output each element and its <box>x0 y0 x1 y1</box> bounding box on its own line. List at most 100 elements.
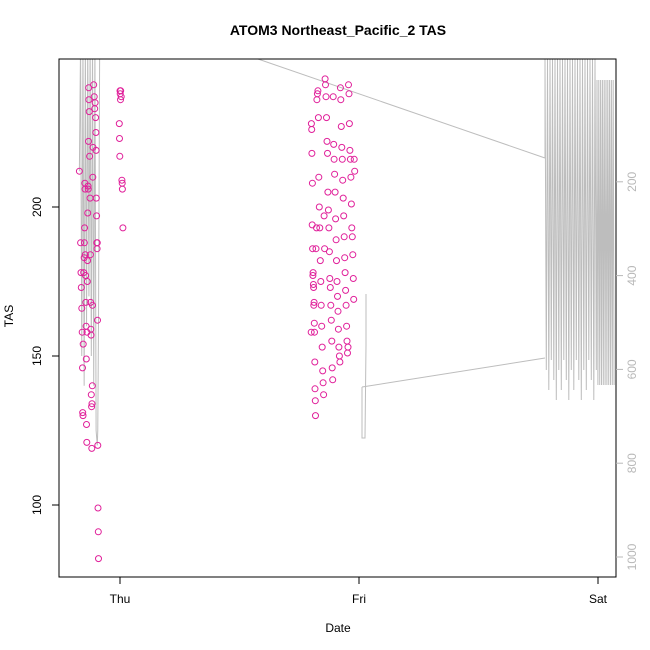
data-point <box>322 93 330 101</box>
data-point <box>83 421 90 428</box>
data-point <box>79 340 87 348</box>
data-point <box>311 397 319 405</box>
data-point <box>94 504 102 512</box>
data-point <box>345 81 352 89</box>
y-axis: 100 150 200 <box>30 197 59 515</box>
data-point <box>332 215 340 223</box>
data-point <box>81 251 89 259</box>
data-point <box>75 167 83 175</box>
data-point <box>317 301 325 309</box>
data-point <box>347 200 355 208</box>
data-point <box>343 322 351 330</box>
data-point <box>342 286 350 294</box>
data-point <box>330 155 338 163</box>
data-point <box>329 376 337 384</box>
data-point <box>311 328 318 336</box>
chart-title: ATOM3 Northeast_Pacific_2 TAS <box>230 22 446 38</box>
data-point <box>350 155 358 163</box>
data-point <box>349 251 357 259</box>
data-point <box>333 278 341 285</box>
data-point <box>323 137 331 145</box>
x-tick-label: Thu <box>110 592 131 606</box>
data-point <box>90 81 98 89</box>
data-point <box>335 352 343 360</box>
data-point <box>313 96 321 104</box>
data-point <box>94 441 102 449</box>
data-point <box>351 167 359 175</box>
data-point <box>77 284 85 291</box>
data-point <box>88 403 96 411</box>
data-point <box>330 140 338 148</box>
data-point <box>115 120 123 128</box>
data-point <box>341 269 349 277</box>
data-point <box>317 278 325 285</box>
data-point <box>314 114 322 122</box>
data-point <box>79 412 87 420</box>
data-point <box>318 322 326 330</box>
data-point <box>326 275 334 282</box>
data-point <box>344 349 351 357</box>
data-point <box>333 257 340 265</box>
data-point <box>79 409 87 417</box>
gray-line-thu <box>78 59 101 446</box>
data-point <box>316 257 324 265</box>
y-tick-label: 150 <box>30 346 44 366</box>
data-point <box>343 337 351 345</box>
data-point <box>119 224 127 232</box>
data-point <box>346 146 354 154</box>
x-tick-label: Sat <box>589 592 608 606</box>
data-point <box>350 295 358 303</box>
data-point <box>319 379 327 387</box>
data-point <box>326 284 334 291</box>
data-point <box>94 316 101 324</box>
data-point <box>323 114 330 122</box>
data-point <box>309 272 317 279</box>
data-point <box>348 233 356 241</box>
data-point <box>315 173 323 181</box>
data-point <box>334 325 342 333</box>
data-point <box>82 355 90 363</box>
data-point <box>312 412 319 420</box>
data-point <box>314 87 322 95</box>
data-point <box>312 245 320 253</box>
data-point <box>308 179 316 187</box>
data-point <box>82 298 90 306</box>
data-point <box>309 281 317 288</box>
data-point <box>92 129 100 136</box>
data-point <box>310 301 318 309</box>
data-point <box>308 126 316 133</box>
data-point <box>311 385 319 393</box>
data-point <box>88 400 96 408</box>
data-point <box>339 194 347 202</box>
data-point <box>85 137 92 145</box>
right-y-tick-label: 600 <box>625 359 639 379</box>
gray-line-sat <box>544 59 615 401</box>
data-point <box>345 90 353 98</box>
data-point <box>84 209 92 217</box>
data-point <box>315 203 323 211</box>
data-point <box>85 96 93 104</box>
data-point <box>307 120 315 128</box>
right-y-tick-label: 400 <box>625 265 639 285</box>
y-tick-label: 200 <box>30 197 44 217</box>
data-point <box>309 245 317 253</box>
data-point <box>327 301 335 309</box>
data-point <box>83 438 91 446</box>
data-point <box>325 248 333 256</box>
data-point <box>346 155 354 163</box>
data-point <box>91 99 99 107</box>
data-point <box>342 301 350 309</box>
data-point <box>80 239 88 247</box>
data-point <box>309 269 317 277</box>
data-point <box>84 182 92 190</box>
data-point <box>85 108 93 116</box>
data-point <box>118 176 126 184</box>
data-point <box>78 328 86 336</box>
data-point <box>311 358 319 366</box>
plot-frame <box>58 58 617 578</box>
data-point <box>334 292 341 300</box>
data-point <box>340 233 348 241</box>
data-point <box>337 123 345 130</box>
x-axis: Thu Fri Sat <box>110 577 608 606</box>
data-point <box>328 364 336 372</box>
